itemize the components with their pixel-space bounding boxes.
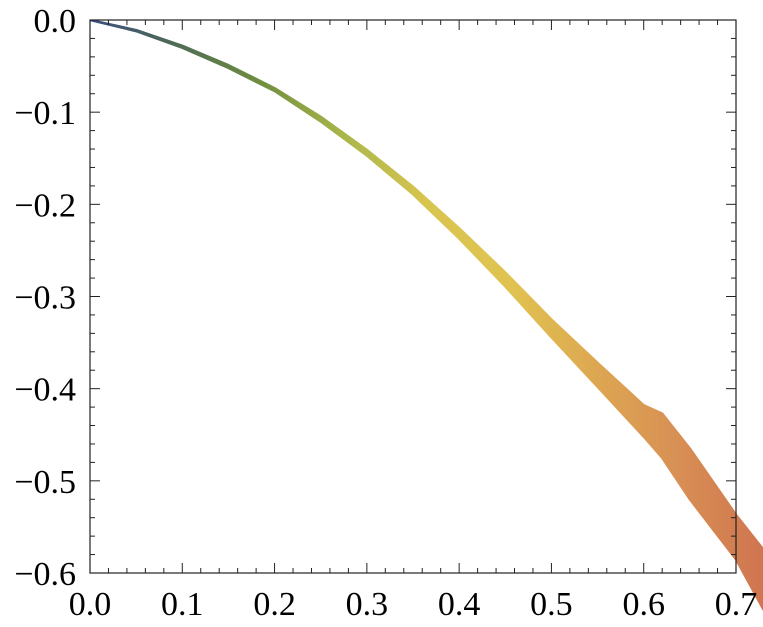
y-tick-label: 0.0 xyxy=(34,3,77,40)
y-tick-label: −0.3 xyxy=(14,280,76,317)
y-tick-label: −0.2 xyxy=(14,187,76,224)
x-tick-label: 0.2 xyxy=(253,586,296,623)
y-tick-label: −0.5 xyxy=(14,464,76,501)
y-tick-label: −0.1 xyxy=(14,95,76,132)
x-tick-label: 0.4 xyxy=(438,586,481,623)
band-layer xyxy=(90,20,763,611)
plot-frame xyxy=(89,19,737,574)
y-tick-label: −0.4 xyxy=(14,372,76,409)
y-tick-label: −0.6 xyxy=(14,556,76,593)
series-band-0 xyxy=(90,20,763,611)
x-tick-label: 0.6 xyxy=(622,586,665,623)
x-tick-label: 0.1 xyxy=(161,586,204,623)
tick-labels: 0.0 0.1 0.2 0.3 0.4 0.5 0.6 0.7 0.0 −0.1 −0.2 −0.3 −… xyxy=(14,3,757,623)
ticks-layer xyxy=(89,19,737,574)
x-tick-label: 0.5 xyxy=(530,586,573,623)
x-tick-label: 0.7 xyxy=(715,586,758,623)
x-tick-label: 0.0 xyxy=(69,586,112,623)
x-tick-label: 0.3 xyxy=(346,586,389,623)
